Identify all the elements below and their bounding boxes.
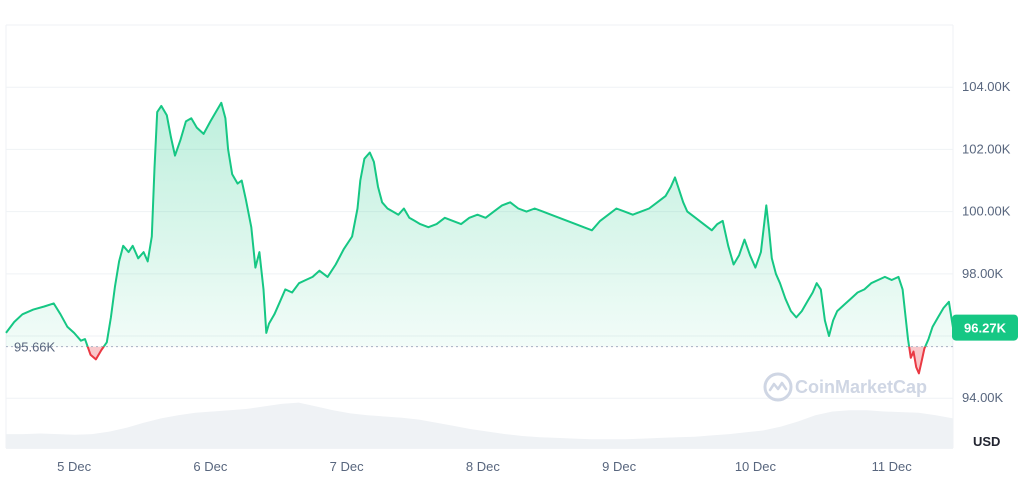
price-series [5, 101, 954, 375]
baseline-label: 95.66K [14, 340, 56, 355]
watermark-text: CoinMarketCap [795, 377, 927, 397]
x-tick-label: 11 Dec [872, 459, 913, 474]
coinmarketcap-logo-icon [763, 372, 793, 402]
last-price-value: 96.27K [964, 321, 1007, 336]
y-tick-label: 104.00K [962, 79, 1011, 94]
x-tick-label: 10 Dec [735, 459, 777, 474]
price-area-up [6, 102, 953, 347]
volume-area [6, 402, 953, 448]
y-tick-label: 98.00K [962, 266, 1004, 281]
x-axis: 5 Dec 6 Dec 7 Dec 8 Dec 9 Dec 10 Dec 11 Dec [57, 459, 912, 474]
x-tick-label: 7 Dec [330, 459, 364, 474]
last-price-tag: 96.27K [952, 314, 1018, 341]
y-tick-label: 94.00K [962, 390, 1004, 405]
price-line-up [5, 101, 954, 347]
x-tick-label: 5 Dec [57, 459, 91, 474]
x-tick-label: 9 Dec [602, 459, 636, 474]
baseline-value: 95.66K [14, 340, 56, 355]
watermark: CoinMarketCap [763, 372, 927, 402]
last-price-badge [952, 314, 1018, 341]
y-unit-label: USD [973, 434, 1000, 449]
y-tick-label: 100.00K [962, 204, 1011, 219]
x-tick-label: 8 Dec [466, 459, 500, 474]
y-tick-label: 102.00K [962, 141, 1011, 156]
x-tick-label: 6 Dec [193, 459, 227, 474]
